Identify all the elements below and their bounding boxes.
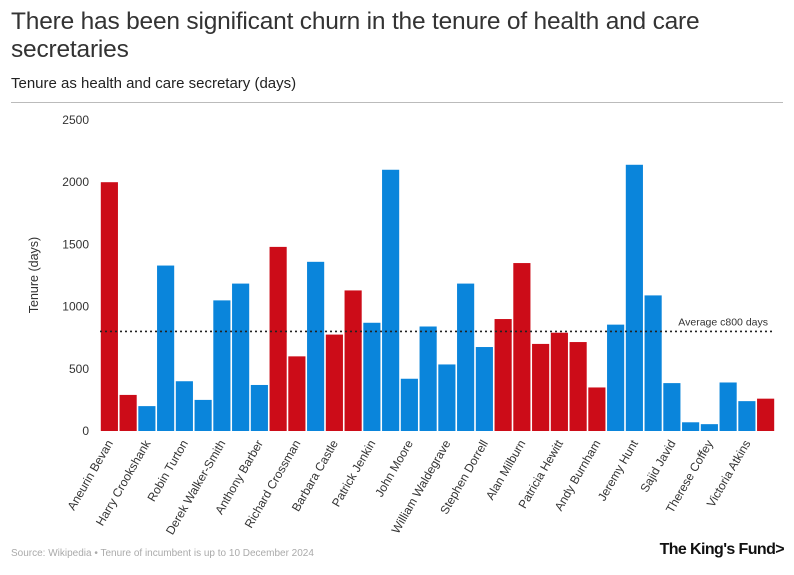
bar-secretary-27 <box>607 324 625 431</box>
y-axis-title: Tenure (days) <box>27 237 41 313</box>
bar-secretary-13 <box>344 290 362 431</box>
y-tick-label: 500 <box>69 362 89 376</box>
x-tick-label: Sajid Javid <box>637 438 678 495</box>
bar-secretary-15 <box>382 169 400 431</box>
bar-secretary-9 <box>269 246 287 431</box>
y-tick-label: 0 <box>82 424 89 438</box>
kings-fund-logo: The King's Fund> <box>659 541 785 558</box>
bar-secretary-29 <box>644 295 662 431</box>
bar-jeremy-hunt <box>625 164 643 431</box>
bar-secretary-21 <box>494 319 512 431</box>
bar-barbara-castle <box>325 334 343 431</box>
bar-secretary-1 <box>119 394 137 431</box>
y-tick-label: 1500 <box>62 237 89 251</box>
source-note: Source: Wikipedia • Tenure of incumbent … <box>11 548 314 559</box>
bar-secretary-25 <box>569 342 587 431</box>
chart-subtitle: Tenure as health and care secretary (day… <box>11 75 297 92</box>
bar-derek-walker-smith <box>213 300 231 431</box>
bar-therese-coffey <box>700 424 718 431</box>
bar-john-moore <box>400 378 418 431</box>
bar-harry-crookshank <box>138 406 156 431</box>
bar-secretary-33 <box>719 382 737 431</box>
chart-title: There has been significant churn in the … <box>11 8 700 63</box>
bar-secretary-31 <box>682 422 700 431</box>
bar-secretary-17 <box>419 326 437 431</box>
bar-stephen-dorrell <box>475 347 493 431</box>
bar-andy-burnham <box>588 387 606 431</box>
y-tick-label: 2500 <box>62 113 89 127</box>
bar-alan-milburn <box>513 263 531 431</box>
bar-victoria-atkins <box>738 401 756 431</box>
bar-secretary-19 <box>457 283 475 431</box>
bar-richard-crossman <box>288 356 306 431</box>
bar-secretary-23 <box>532 343 550 431</box>
average-reference-label: Average c800 days <box>678 316 768 328</box>
bar-anthony-barber <box>250 384 268 431</box>
y-tick-label: 1000 <box>62 300 89 314</box>
bar-robin-turton <box>175 381 193 431</box>
header-divider <box>11 102 783 103</box>
bar-secretary-11 <box>307 261 325 431</box>
y-tick-label: 2000 <box>62 175 89 189</box>
bar-secretary-7 <box>232 283 250 431</box>
bar-secretary-5 <box>194 399 212 431</box>
bar-aneurin-bevan <box>100 182 118 431</box>
bar-secretary-3 <box>157 265 175 431</box>
bar-sajid-javid <box>663 383 681 431</box>
bar-patrick-jenkin <box>363 322 381 431</box>
bar-william-waldegrave <box>438 364 456 431</box>
x-tick-label: John Moore <box>372 437 416 499</box>
bar-secretary-35 <box>757 398 775 431</box>
bar-patricia-hewitt <box>550 332 568 431</box>
